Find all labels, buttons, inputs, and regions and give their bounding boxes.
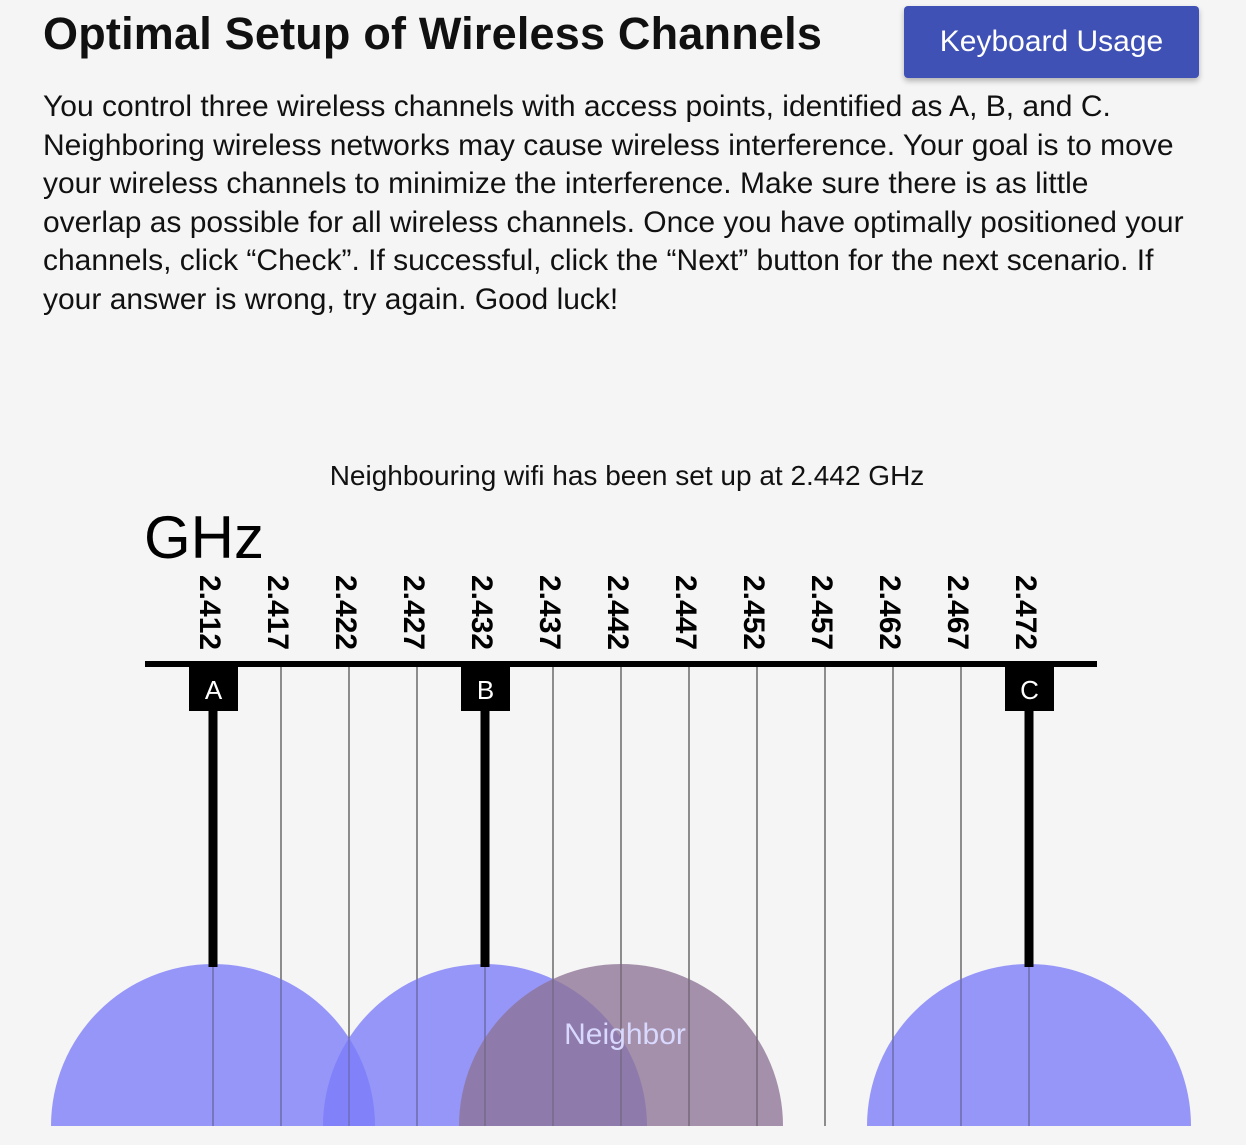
tick-label-2.432: 2.432 — [465, 575, 498, 650]
tick-label-2.442: 2.442 — [601, 575, 634, 650]
channel-markers[interactable]: A B C — [189, 666, 1054, 967]
channel-label-box[interactable] — [189, 666, 238, 711]
channel-stick[interactable] — [480, 700, 490, 967]
tick-label-2.422: 2.422 — [329, 575, 362, 650]
instructions-text: You control three wireless channels with… — [43, 90, 1184, 316]
tick-label-2.437: 2.437 — [533, 575, 566, 650]
channel-label: B — [477, 675, 494, 705]
tick-label-2.457: 2.457 — [805, 575, 838, 650]
tick-label-2.427: 2.427 — [397, 575, 430, 650]
tick-label-2.447: 2.447 — [669, 575, 702, 650]
neighbor-label: Neighbor — [564, 1018, 686, 1051]
tick-label-2.412: 2.412 — [193, 575, 226, 650]
channel-c-handle[interactable]: C — [1005, 666, 1054, 967]
channel-label-box[interactable] — [1005, 666, 1054, 711]
frequency-tick-labels: 2.412 2.417 2.422 2.427 2.432 2.437 2.442 2.447… — [193, 575, 1042, 650]
tick-label-2.452: 2.452 — [737, 575, 770, 650]
ghz-unit-label: GHz — [144, 504, 264, 571]
status-message: Neighbouring wifi has been set up at 2.4… — [329, 460, 925, 491]
tick-label-2.417: 2.417 — [261, 575, 294, 650]
channel-stick[interactable] — [1024, 700, 1034, 967]
frequency-gridlines-overlay — [212, 664, 1030, 1126]
tick-label-2.467: 2.467 — [941, 575, 974, 650]
tick-label-2.472: 2.472 — [1009, 575, 1042, 650]
channel-b-handle[interactable]: B — [461, 666, 510, 967]
channel-label-box[interactable] — [461, 666, 510, 711]
channel-stick[interactable] — [208, 700, 218, 967]
page-title: Optimal Setup of Wireless Channels — [43, 8, 823, 59]
channel-a-handle[interactable]: A — [189, 666, 238, 967]
keyboard-usage-button[interactable]: Keyboard Usage — [904, 6, 1199, 78]
channel-label: A — [205, 675, 223, 705]
tick-label-2.462: 2.462 — [873, 575, 906, 650]
channel-label: C — [1020, 675, 1039, 705]
